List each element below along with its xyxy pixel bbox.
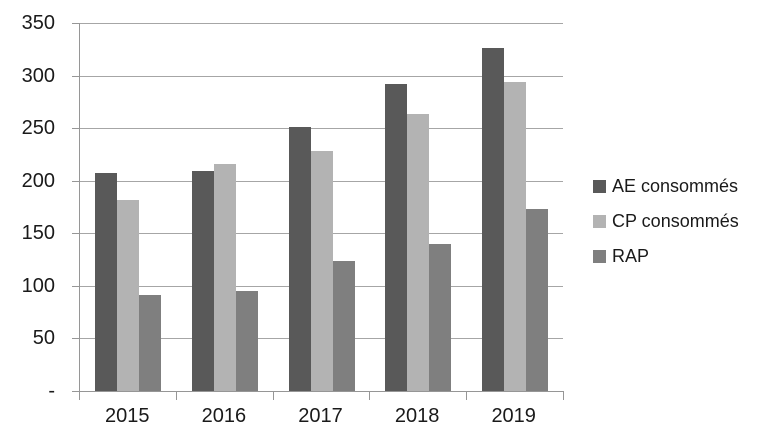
gridline-350 xyxy=(80,23,563,24)
y-axis-line xyxy=(79,23,80,392)
x-axis-line xyxy=(79,391,564,392)
legend-label-cp: CP consommés xyxy=(612,211,739,231)
y-axis-tick xyxy=(72,23,80,24)
legend-item-cp: CP consommés xyxy=(593,211,739,231)
x-axis-tick-label: 2017 xyxy=(298,405,343,427)
x-axis-tick-label: 2019 xyxy=(491,405,536,427)
y-axis-tick xyxy=(72,180,80,182)
y-axis-tick xyxy=(72,233,80,235)
bar-rap-2019 xyxy=(525,209,548,391)
bar-rap-2018 xyxy=(429,243,452,391)
bar-cp-2018 xyxy=(407,114,430,391)
bar-ae-2015 xyxy=(95,173,118,391)
bar-rap-2015 xyxy=(139,295,162,391)
y-axis-tick xyxy=(72,391,80,392)
y-axis-tick xyxy=(72,75,80,77)
legend-swatch-cp xyxy=(593,214,606,228)
bar-ae-2016 xyxy=(191,171,214,391)
bar-rap-2017 xyxy=(332,260,355,391)
legend-item-ae: AE consommés xyxy=(593,176,739,196)
gridline-300 xyxy=(80,75,563,77)
bar-cp-2016 xyxy=(213,163,236,391)
x-axis-tick xyxy=(466,391,468,400)
y-axis-tick xyxy=(72,285,80,287)
x-axis-tick xyxy=(79,391,80,400)
bar-ae-2019 xyxy=(481,48,504,391)
bar-ae-2018 xyxy=(385,83,408,391)
x-axis-tick xyxy=(369,391,371,400)
bar-ae-2017 xyxy=(288,127,311,391)
legend-label-ae: AE consommés xyxy=(612,176,739,196)
x-axis-tick-label: 2016 xyxy=(201,405,247,427)
bar-rap-2016 xyxy=(235,291,258,391)
y-axis-tick-label: 100 xyxy=(21,274,55,297)
y-axis-tick xyxy=(72,338,80,340)
y-axis-tick-label: 300 xyxy=(21,64,55,87)
bar-cp-2019 xyxy=(503,81,526,391)
y-axis-tick-label: 150 xyxy=(21,222,55,245)
y-axis-tick-label: 350 xyxy=(21,12,55,34)
x-axis-tick xyxy=(272,391,274,400)
legend-label-rap: RAP xyxy=(612,246,650,266)
y-axis-tick-label: 50 xyxy=(32,327,55,350)
bar-cp-2017 xyxy=(310,151,333,391)
x-axis-tick xyxy=(175,391,177,400)
x-axis-tick-label: 2018 xyxy=(394,405,440,427)
legend: AE consommés CP consommés RAP xyxy=(593,176,739,266)
y-axis-tick-label: 250 xyxy=(21,117,55,140)
bar-cp-2015 xyxy=(117,199,140,391)
y-axis-tick xyxy=(72,128,80,130)
legend-swatch-ae xyxy=(593,179,606,193)
x-axis-tick xyxy=(563,391,564,400)
x-axis-tick-label: 2015 xyxy=(105,405,150,427)
y-axis-tick-label: 200 xyxy=(21,169,55,192)
legend-item-rap: RAP xyxy=(593,246,739,266)
legend-swatch-rap xyxy=(593,249,606,263)
gridline-250 xyxy=(80,128,563,130)
y-axis-tick-label: - xyxy=(48,380,55,402)
plot-area xyxy=(80,23,563,391)
